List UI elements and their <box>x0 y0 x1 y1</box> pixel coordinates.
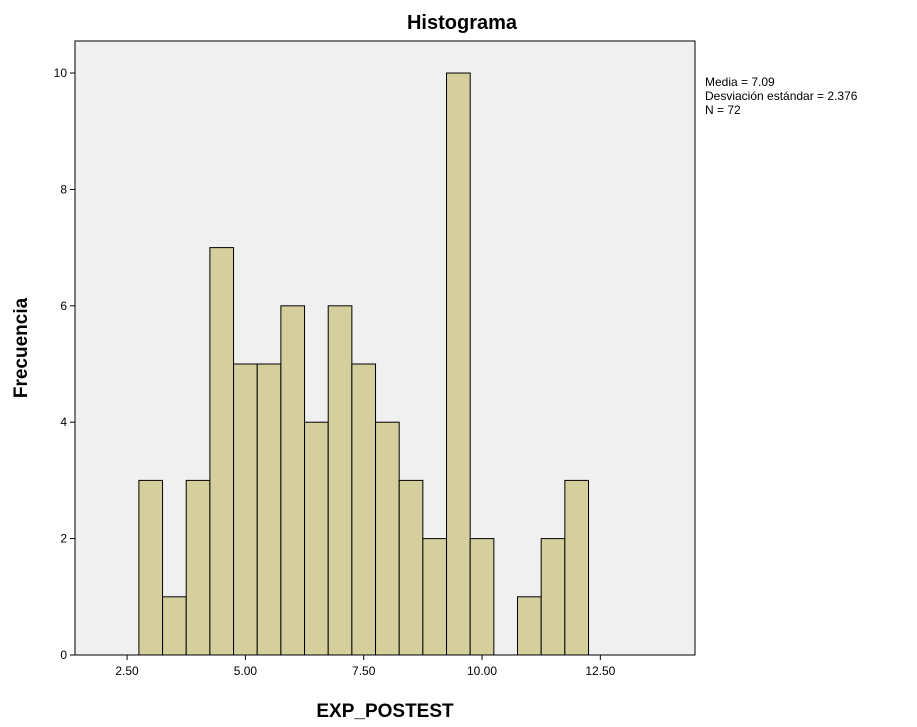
histogram-bar <box>138 479 164 656</box>
histogram-bar <box>375 421 400 656</box>
y-tick-label: 4 <box>60 415 67 429</box>
chart-title: Histograma <box>407 12 518 34</box>
histogram-bar <box>327 305 353 656</box>
histogram-bar <box>256 363 282 656</box>
histogram-bar <box>233 363 258 656</box>
x-tick-label: 12.50 <box>585 664 615 678</box>
x-axis-title: EXP_POSTEST <box>316 701 454 722</box>
y-axis: 0 2 4 6 8 10 <box>54 66 75 662</box>
histogram-bar <box>422 538 448 656</box>
summary-statistics: Media = 7.09 Desviación estándar = 2.376… <box>705 75 858 117</box>
y-tick-label: 10 <box>54 66 68 80</box>
stat-n: N = 72 <box>705 103 741 117</box>
stat-std-dev: Desviación estándar = 2.376 <box>705 89 858 103</box>
histogram-bar <box>469 538 495 656</box>
x-axis: 2.50 5.00 7.50 10.00 12.50 <box>115 655 616 678</box>
histogram-bars <box>138 72 590 656</box>
histogram-bar <box>280 305 306 656</box>
histogram-bar <box>564 479 590 656</box>
y-tick-label: 0 <box>60 648 67 662</box>
y-tick-label: 2 <box>60 532 67 546</box>
x-tick-label: 10.00 <box>467 664 497 678</box>
histogram-bar <box>185 479 211 656</box>
x-tick-label: 2.50 <box>115 664 139 678</box>
x-tick-label: 5.00 <box>234 664 258 678</box>
histogram-bar <box>517 596 542 656</box>
histogram-bar <box>304 421 329 656</box>
y-tick-label: 8 <box>60 182 67 196</box>
histogram-bar <box>162 596 187 656</box>
y-axis-title: Frecuencia <box>11 297 32 398</box>
y-tick-label: 6 <box>60 299 67 313</box>
histogram-bar <box>540 538 566 656</box>
x-tick-label: 7.50 <box>352 664 376 678</box>
histogram-bar <box>209 247 235 656</box>
stat-mean: Media = 7.09 <box>705 75 775 89</box>
histogram-bar <box>398 479 424 656</box>
histogram-bar <box>351 363 377 656</box>
histogram-bar <box>446 72 471 656</box>
